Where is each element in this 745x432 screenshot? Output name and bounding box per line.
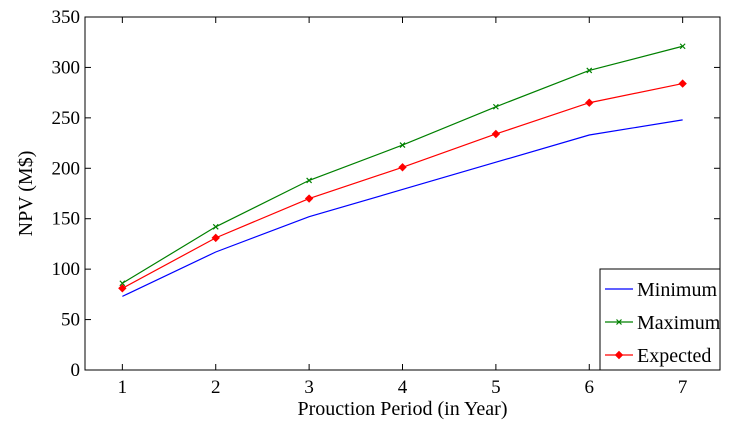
marker-stroke [119,280,126,287]
marker-stroke [212,223,219,230]
y-tick-label: 250 [52,108,81,129]
x-tick-label: 7 [678,377,688,398]
marker-stroke [306,177,313,184]
series-minimum [122,119,683,297]
series-line-expected [122,82,683,289]
data-point-expected [304,194,314,203]
axes: 0 50 100 150 200 250 300 350 1 2 3 4 5 6 7 [52,7,721,398]
data-point-maximum [399,142,406,149]
x-tick-label: 4 [398,377,408,398]
y-tick-label: 350 [52,7,81,28]
marker-stroke [616,319,622,325]
marker-stroke [679,43,686,50]
legend: Minimum Maximum Expected [599,268,721,371]
data-point-expected [491,129,501,139]
x-tick-label: 5 [491,377,501,398]
data-point-expected [398,163,407,172]
y-tick-label: 50 [61,310,80,331]
data-point-maximum [306,177,313,184]
data-point-expected [211,233,220,243]
y-tick-label: 200 [52,158,81,179]
legend-marker-expected [614,350,624,360]
x-tick-label: 3 [304,377,314,398]
legend-label-minimum: Minimum [637,279,717,301]
y-tick-label: 300 [52,57,81,78]
legend-item-expected: Expected [605,345,711,367]
marker-stroke [492,103,499,110]
x-axis-label: Prouction Period (in Year) [298,398,508,420]
legend-marker-maximum [616,319,622,325]
series-line-minimum [122,119,683,297]
x-tick-label: 2 [211,377,221,398]
data-point-maximum [212,223,219,230]
legend-label-maximum: Maximum [637,312,721,334]
marker-stroke [399,142,406,149]
marker-stroke [586,67,593,74]
x-tick-label: 6 [585,377,595,398]
x-tick-label: 1 [118,377,128,398]
legend-item-maximum: Maximum [605,312,721,334]
series-expected [118,79,687,293]
data-point-maximum [492,103,499,110]
series-layer [118,43,687,297]
series-maximum [119,43,686,287]
data-point-expected [678,79,687,88]
data-point-expected [585,98,594,107]
data-point-maximum [586,67,593,74]
legend-label-expected: Expected [637,345,711,367]
y-tick-label: 0 [71,360,81,381]
data-point-maximum [119,280,126,287]
y-tick-label: 100 [52,259,81,280]
data-point-maximum [679,43,686,50]
legend-item-minimum: Minimum [605,279,717,301]
y-tick-label: 150 [52,209,81,230]
data-point-expected [118,284,127,293]
y-axis-label: NPV (M$) [15,151,37,237]
